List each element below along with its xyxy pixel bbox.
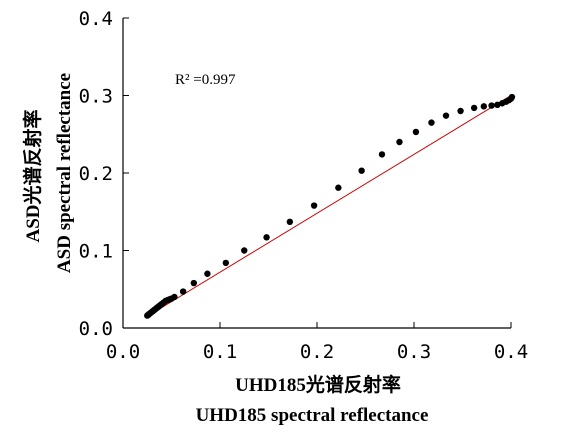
- x-axis-title-cn: UHD185光谱反射率: [235, 373, 401, 396]
- data-points: [144, 93, 516, 319]
- y-axis-title-en: ASD spectral reflectance: [54, 73, 75, 273]
- data-point: [222, 259, 230, 267]
- data-point: [263, 234, 270, 241]
- data-point: [508, 93, 516, 101]
- data-point: [179, 288, 187, 295]
- y-tick-label: 0.0: [79, 318, 113, 340]
- data-point: [488, 102, 495, 109]
- data-point: [335, 184, 342, 191]
- data-point: [412, 128, 420, 136]
- data-point: [396, 138, 403, 146]
- data-point: [480, 103, 488, 110]
- y-tick-label: 0.1: [79, 241, 113, 263]
- data-point: [494, 101, 501, 109]
- fit-line: [146, 95, 512, 317]
- data-point: [171, 293, 178, 301]
- data-point: [378, 151, 386, 158]
- r-squared-annotation: R² =0.997: [175, 72, 236, 88]
- y-tick-label: 0.3: [79, 86, 113, 108]
- y-axis-title-cn: ASD光谱反射率: [21, 109, 44, 242]
- data-point: [358, 167, 365, 174]
- data-point: [442, 112, 450, 119]
- data-point: [241, 247, 248, 254]
- x-tick-label: 0.3: [397, 341, 431, 363]
- data-point: [428, 119, 435, 126]
- y-tick-label: 0.2: [79, 163, 113, 185]
- data-point: [190, 279, 198, 287]
- data-point: [470, 104, 478, 112]
- x-tick-label: 0.2: [300, 341, 334, 363]
- x-tick-label: 0.0: [106, 341, 140, 363]
- data-point: [204, 270, 211, 277]
- axes: [122, 18, 511, 329]
- x-axis-title-en: UHD185 spectral reflectance: [196, 405, 429, 426]
- x-tick-label: 0.1: [203, 341, 237, 363]
- data-point: [310, 202, 318, 209]
- ticks: 0.0 0.1 0.2 0.3 0.4 0.0 0.1 0.2 0.3 0.4: [79, 8, 528, 363]
- data-point: [286, 218, 294, 226]
- x-tick-label: 0.4: [494, 341, 528, 363]
- y-tick-label: 0.4: [79, 8, 113, 30]
- data-point: [457, 107, 464, 115]
